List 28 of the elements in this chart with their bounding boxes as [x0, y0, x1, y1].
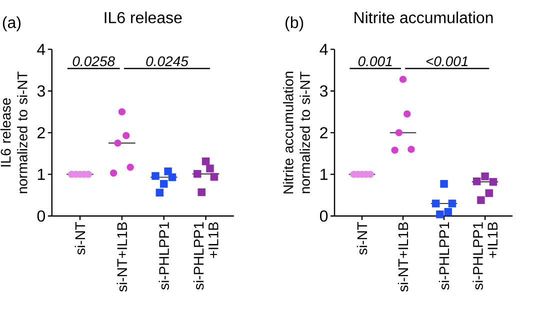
- annotation: 0.0245: [146, 56, 188, 66]
- x-tick-label: si-NT: [356, 222, 368, 255]
- y-tick-label: 4: [320, 44, 328, 55]
- x-tick-label: si-PHLPP1 +IL1B: [472, 222, 498, 290]
- x-tick-label: si-NT: [74, 222, 86, 255]
- chart-title: IL6 release: [104, 12, 182, 24]
- annotation: 0.001: [358, 56, 392, 66]
- annotation: <0.001: [426, 56, 468, 66]
- text: (b): [286, 16, 304, 32]
- y-tick-label: 3: [320, 85, 328, 97]
- x-tick-label: si-PHLPP1: [158, 222, 170, 290]
- annotation: 0.0258: [72, 56, 115, 66]
- x-tick-label: si-PHLPP1 +IL1B: [193, 222, 218, 290]
- x-tick-label: si-NT+IL1B: [398, 222, 408, 292]
- y-tick-label: 2: [320, 127, 328, 138]
- y-tick-label: 1: [320, 168, 328, 180]
- chart-title: Nitrite accumulation: [354, 12, 493, 24]
- y-tick-label: 1: [38, 168, 45, 180]
- y-tick-label: 0: [37, 210, 46, 222]
- y-tick-label: 3: [37, 85, 45, 97]
- y-tick-label: 2: [38, 127, 45, 138]
- y-tick-label: 4: [37, 44, 46, 55]
- x-tick-label: si-NT+IL1B: [116, 222, 128, 292]
- text: (a): [2, 16, 20, 32]
- y-tick-label: 0: [320, 210, 328, 222]
- y-axis-title: IL6 release normalized to si-NT: [0, 72, 28, 194]
- y-axis-title: Nitrite accumulation normalized to si-NT: [283, 72, 310, 194]
- x-tick-label: si-PHLPP1: [438, 222, 450, 290]
